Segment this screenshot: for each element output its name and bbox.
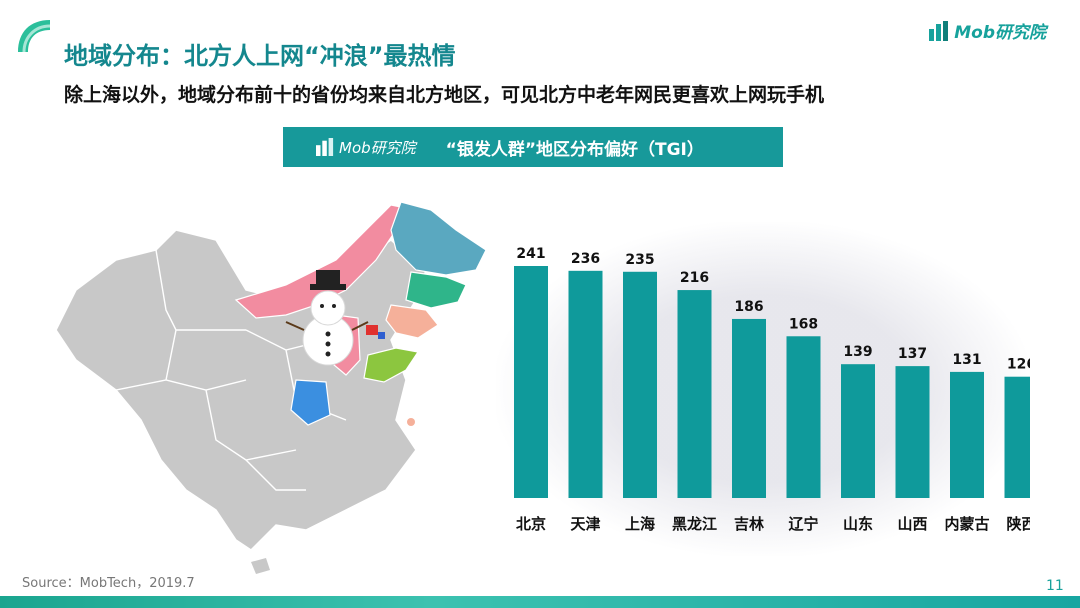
map-hainan — [251, 558, 270, 574]
chart-banner: Mob研究院 “银发人群”地区分布偏好（TGI） — [283, 127, 783, 167]
bar-黑龙江 — [677, 290, 712, 498]
category-label: 黑龙江 — [672, 515, 717, 533]
bar-上海 — [623, 271, 657, 498]
data-label: 139 — [843, 344, 872, 360]
brand-logo-text: Mob研究院 — [954, 23, 1046, 43]
bar-辽宁 — [786, 336, 821, 498]
data-label: 168 — [789, 316, 818, 332]
bar-山东 — [841, 364, 875, 498]
bar-内蒙古 — [950, 371, 984, 498]
banner-logo: Mob研究院 — [315, 137, 416, 158]
category-label: 上海 — [625, 515, 655, 533]
map-region-shandong — [363, 347, 420, 383]
bar-陕西 — [1004, 376, 1030, 498]
map-region-liaoning — [385, 304, 439, 339]
brand-logo: Mob研究院 — [928, 18, 1046, 43]
category-label: 陕西 — [1006, 515, 1030, 533]
map-region-heilongjiang — [390, 201, 486, 276]
data-label: 131 — [952, 352, 981, 368]
category-label: 山西 — [897, 515, 927, 533]
page-number: 11 — [1046, 578, 1064, 594]
bar-吉林 — [732, 318, 766, 498]
data-label: 137 — [898, 346, 927, 362]
china-map — [55, 201, 486, 574]
banner-logo-text: Mob研究院 — [339, 138, 416, 157]
map-base-region — [55, 229, 427, 551]
bar-天津 — [568, 270, 603, 498]
category-label: 辽宁 — [788, 515, 818, 533]
data-label: 241 — [516, 246, 545, 262]
chart-title: “银发人群”地区分布偏好（TGI） — [445, 139, 704, 160]
bar-chart: 241 北京 236 天津 235 上海 216 黑龙江 186 吉林 168 辽宁 139 山东 137 山… — [514, 246, 1030, 533]
source-note: Source：MobTech，2019.7 — [22, 576, 195, 591]
data-label: 216 — [680, 270, 709, 286]
map-region-shanghai — [407, 418, 415, 426]
building-bars-icon — [929, 20, 949, 41]
bar-山西 — [895, 366, 930, 498]
category-label: 内蒙古 — [944, 515, 989, 533]
map-region-beijing — [366, 325, 378, 335]
corner-decoration — [18, 20, 51, 53]
page-title: 地域分布：北方人上网“冲浪”最热情 — [64, 42, 456, 70]
map-region-tianjin — [378, 332, 385, 339]
data-label: 126 — [1007, 357, 1030, 373]
map-region-shaanxi — [290, 379, 331, 426]
snowman-icon — [285, 270, 369, 366]
page-subtitle: 除上海以外，地域分布前十的省份均来自北方地区，可见北方中老年网民更喜欢上网玩手机 — [64, 84, 825, 106]
category-label: 天津 — [570, 515, 600, 533]
category-label: 山东 — [843, 515, 873, 533]
data-label: 236 — [571, 251, 600, 267]
building-bars-icon — [316, 138, 334, 156]
category-label: 北京 — [516, 515, 546, 533]
bottom-strip — [0, 596, 1080, 608]
data-label: 235 — [625, 252, 654, 268]
map-region-jilin — [405, 271, 467, 309]
category-label: 吉林 — [734, 515, 765, 533]
bar-北京 — [514, 266, 548, 498]
data-label: 186 — [734, 299, 763, 315]
